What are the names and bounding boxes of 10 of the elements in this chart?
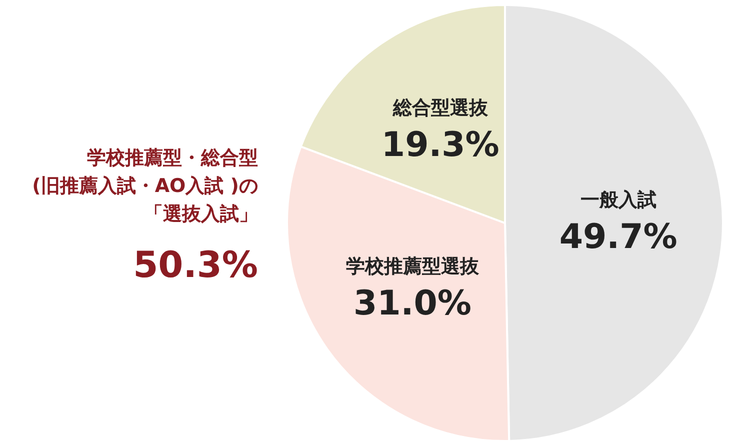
text: 「選抜入試」 xyxy=(144,203,258,225)
text: 学校推薦型・総合型 xyxy=(87,147,258,169)
text: (旧推薦入試・AO入試 )の xyxy=(32,175,258,197)
slice-label: 総合型選抜 xyxy=(392,96,489,119)
slice-label: 学校推薦型選抜 xyxy=(346,255,480,278)
text: 50.3% xyxy=(133,245,258,286)
data-label: 19.3% xyxy=(381,124,500,165)
slice-label: 一般入試 xyxy=(580,188,656,211)
data-label: 31.0% xyxy=(353,283,472,324)
data-label: 49.7% xyxy=(559,216,678,257)
